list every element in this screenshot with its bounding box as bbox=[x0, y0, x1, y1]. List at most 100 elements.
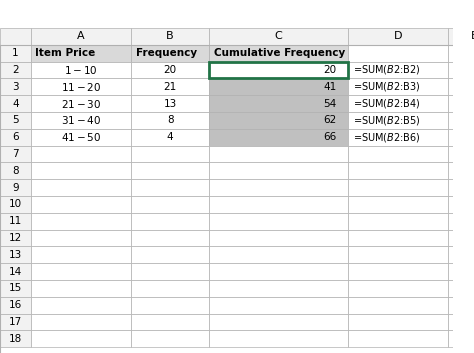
Bar bbox=[210, 330, 348, 347]
Bar bbox=[31, 28, 131, 45]
Text: C: C bbox=[275, 31, 283, 41]
Bar bbox=[31, 162, 131, 179]
Bar bbox=[0, 196, 31, 213]
Text: Cumulative Frequency: Cumulative Frequency bbox=[214, 48, 346, 58]
Bar bbox=[31, 62, 131, 78]
Bar bbox=[348, 95, 448, 112]
Bar bbox=[448, 179, 474, 196]
Bar bbox=[0, 95, 31, 112]
Bar bbox=[131, 78, 210, 95]
Bar bbox=[131, 162, 210, 179]
Bar bbox=[0, 297, 31, 313]
Bar bbox=[31, 229, 131, 246]
Bar bbox=[0, 246, 31, 263]
Bar bbox=[348, 28, 448, 45]
Bar bbox=[131, 45, 210, 62]
Bar bbox=[348, 78, 448, 95]
Bar bbox=[131, 297, 210, 313]
Text: 10: 10 bbox=[9, 199, 22, 209]
Bar bbox=[131, 229, 210, 246]
Bar bbox=[0, 62, 31, 78]
Bar bbox=[31, 263, 131, 280]
Bar bbox=[31, 313, 131, 330]
Bar bbox=[0, 145, 31, 162]
Bar bbox=[348, 162, 448, 179]
Text: 2: 2 bbox=[12, 65, 18, 75]
Bar bbox=[131, 196, 210, 213]
Bar bbox=[210, 263, 348, 280]
Bar bbox=[0, 112, 31, 129]
Bar bbox=[31, 196, 131, 213]
Bar bbox=[210, 213, 348, 229]
Text: 4: 4 bbox=[167, 132, 173, 142]
Text: 12: 12 bbox=[9, 233, 22, 243]
Bar bbox=[210, 62, 348, 78]
Bar bbox=[0, 45, 31, 62]
Bar bbox=[131, 145, 210, 162]
Text: Frequency: Frequency bbox=[136, 48, 197, 58]
Bar bbox=[448, 313, 474, 330]
Text: =SUM($B$2:B5): =SUM($B$2:B5) bbox=[353, 114, 420, 127]
Text: 11: 11 bbox=[9, 216, 22, 226]
Text: B: B bbox=[166, 31, 174, 41]
Text: 16: 16 bbox=[9, 300, 22, 310]
Bar bbox=[131, 330, 210, 347]
Text: 1: 1 bbox=[12, 48, 18, 58]
Bar bbox=[131, 95, 210, 112]
Bar bbox=[131, 313, 210, 330]
Bar bbox=[31, 179, 131, 196]
Bar bbox=[210, 112, 348, 129]
Text: 8: 8 bbox=[12, 166, 18, 176]
Bar bbox=[210, 129, 348, 145]
Text: A: A bbox=[77, 31, 84, 41]
Text: 7: 7 bbox=[12, 149, 18, 159]
Bar bbox=[0, 330, 31, 347]
Bar bbox=[0, 179, 31, 196]
Bar bbox=[448, 280, 474, 297]
Bar bbox=[448, 95, 474, 112]
Bar bbox=[210, 246, 348, 263]
Bar bbox=[0, 213, 31, 229]
Bar bbox=[31, 297, 131, 313]
Bar bbox=[31, 95, 131, 112]
Bar bbox=[448, 62, 474, 78]
Text: 13: 13 bbox=[164, 98, 177, 109]
Bar bbox=[131, 263, 210, 280]
Bar bbox=[448, 112, 474, 129]
Text: 5: 5 bbox=[12, 115, 18, 125]
Bar bbox=[31, 45, 131, 62]
Text: =SUM($B$2:B4): =SUM($B$2:B4) bbox=[353, 97, 420, 110]
Text: 18: 18 bbox=[9, 334, 22, 344]
Bar bbox=[448, 213, 474, 229]
Bar bbox=[210, 28, 348, 45]
Bar bbox=[348, 129, 448, 145]
Bar bbox=[448, 297, 474, 313]
Bar bbox=[348, 145, 448, 162]
Bar bbox=[210, 162, 348, 179]
Bar bbox=[0, 78, 31, 95]
Text: $21 - $30: $21 - $30 bbox=[61, 97, 101, 109]
Text: E: E bbox=[471, 31, 474, 41]
Text: $31 - $40: $31 - $40 bbox=[61, 114, 101, 126]
Bar bbox=[348, 62, 448, 78]
Text: $41 - $50: $41 - $50 bbox=[61, 131, 101, 143]
Text: 13: 13 bbox=[9, 250, 22, 260]
Bar bbox=[131, 213, 210, 229]
Text: D: D bbox=[394, 31, 402, 41]
Bar bbox=[348, 229, 448, 246]
Bar bbox=[448, 263, 474, 280]
Bar bbox=[448, 28, 474, 45]
Bar bbox=[31, 78, 131, 95]
Bar bbox=[0, 313, 31, 330]
Bar bbox=[131, 112, 210, 129]
Bar bbox=[348, 45, 448, 62]
Bar bbox=[210, 280, 348, 297]
Text: 15: 15 bbox=[9, 283, 22, 293]
Text: 4: 4 bbox=[12, 98, 18, 109]
Text: 21: 21 bbox=[164, 82, 177, 92]
Text: 20: 20 bbox=[164, 65, 177, 75]
Bar bbox=[210, 95, 348, 112]
Bar bbox=[210, 78, 348, 95]
Bar bbox=[448, 229, 474, 246]
Text: 54: 54 bbox=[323, 98, 337, 109]
